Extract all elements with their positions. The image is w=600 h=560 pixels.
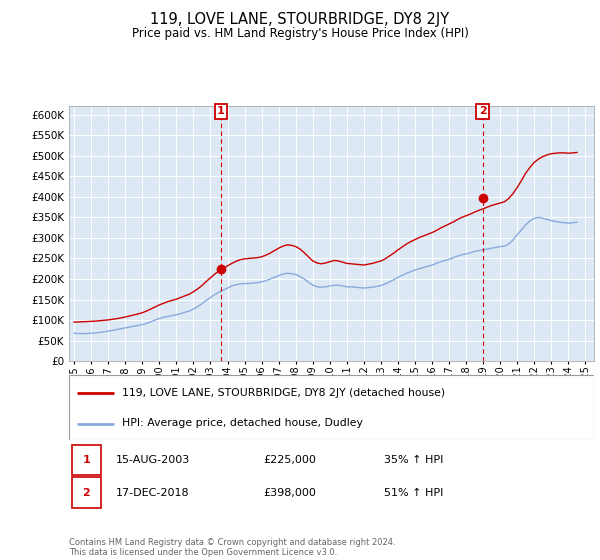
Text: Contains HM Land Registry data © Crown copyright and database right 2024.
This d: Contains HM Land Registry data © Crown c… [69,538,395,557]
Text: 15-AUG-2003: 15-AUG-2003 [116,455,191,465]
Text: Price paid vs. HM Land Registry's House Price Index (HPI): Price paid vs. HM Land Registry's House … [131,27,469,40]
Text: 35% ↑ HPI: 35% ↑ HPI [384,455,443,465]
Text: 2: 2 [82,488,90,498]
Text: 2: 2 [479,106,487,116]
Text: 1: 1 [217,106,225,116]
FancyBboxPatch shape [71,445,101,475]
Text: £225,000: £225,000 [263,455,316,465]
Text: 119, LOVE LANE, STOURBRIDGE, DY8 2JY: 119, LOVE LANE, STOURBRIDGE, DY8 2JY [151,12,449,27]
Text: HPI: Average price, detached house, Dudley: HPI: Average price, detached house, Dudl… [121,418,362,428]
Text: 17-DEC-2018: 17-DEC-2018 [116,488,190,498]
FancyBboxPatch shape [71,477,101,508]
Text: £398,000: £398,000 [263,488,316,498]
Text: 1: 1 [82,455,90,465]
Text: 119, LOVE LANE, STOURBRIDGE, DY8 2JY (detached house): 119, LOVE LANE, STOURBRIDGE, DY8 2JY (de… [121,388,445,398]
Text: 51% ↑ HPI: 51% ↑ HPI [384,488,443,498]
